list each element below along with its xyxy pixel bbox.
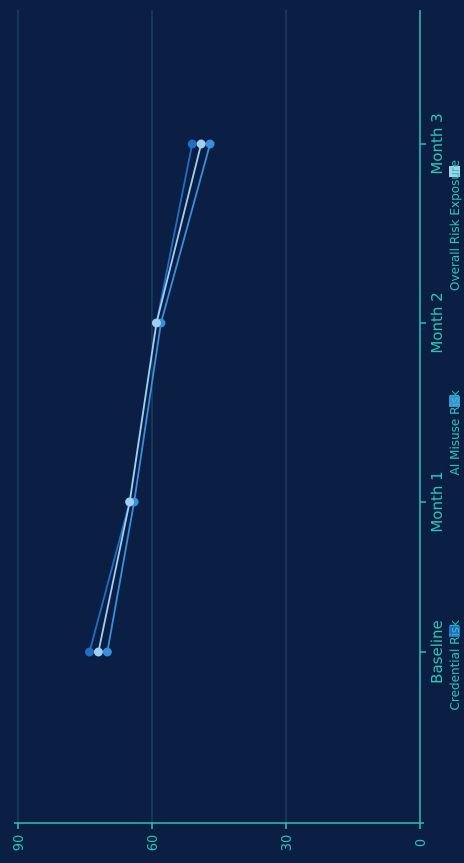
grid xyxy=(17,10,287,823)
series-2-point-1 xyxy=(125,497,135,507)
series-line-0 xyxy=(88,143,194,653)
series-line-1 xyxy=(106,143,211,653)
series-1-point-3 xyxy=(205,139,215,149)
ticks: 0 30 60 90 Baseline Month 1 Month 2 Month 3 xyxy=(12,113,446,851)
axes xyxy=(14,10,424,824)
series-2-point-0 xyxy=(93,647,103,657)
legend-swatch-1 xyxy=(449,396,460,407)
value-tick-label-0: 0 xyxy=(414,839,429,847)
series-2-point-3 xyxy=(196,139,206,149)
series-2-point-2 xyxy=(151,318,161,328)
value-tick-label-30: 30 xyxy=(280,835,295,852)
legend-swatch-0 xyxy=(449,626,460,637)
legend-label-1: AI Misuse Risk xyxy=(448,390,462,475)
value-tick-label-90: 90 xyxy=(12,835,27,852)
series-line-2 xyxy=(97,143,203,653)
category-tick-label-0: Baseline xyxy=(428,620,446,684)
category-tick-label-2: Month 2 xyxy=(428,292,446,353)
legend-label-2: Overall Risk Exposure xyxy=(448,160,462,291)
value-tick-label-60: 60 xyxy=(146,835,161,852)
legend-swatch-2 xyxy=(449,166,460,177)
series xyxy=(84,139,215,657)
series-0-point-0 xyxy=(84,647,94,657)
category-tick-label-3: Month 3 xyxy=(428,113,446,174)
series-1-point-0 xyxy=(102,647,112,657)
legend-label-0: Credential Risk xyxy=(448,620,462,711)
category-tick-label-1: Month 1 xyxy=(428,471,446,532)
series-0-point-3 xyxy=(187,139,197,149)
legend: Credential Risk AI Misuse Risk Overall Ris… xyxy=(448,160,462,710)
